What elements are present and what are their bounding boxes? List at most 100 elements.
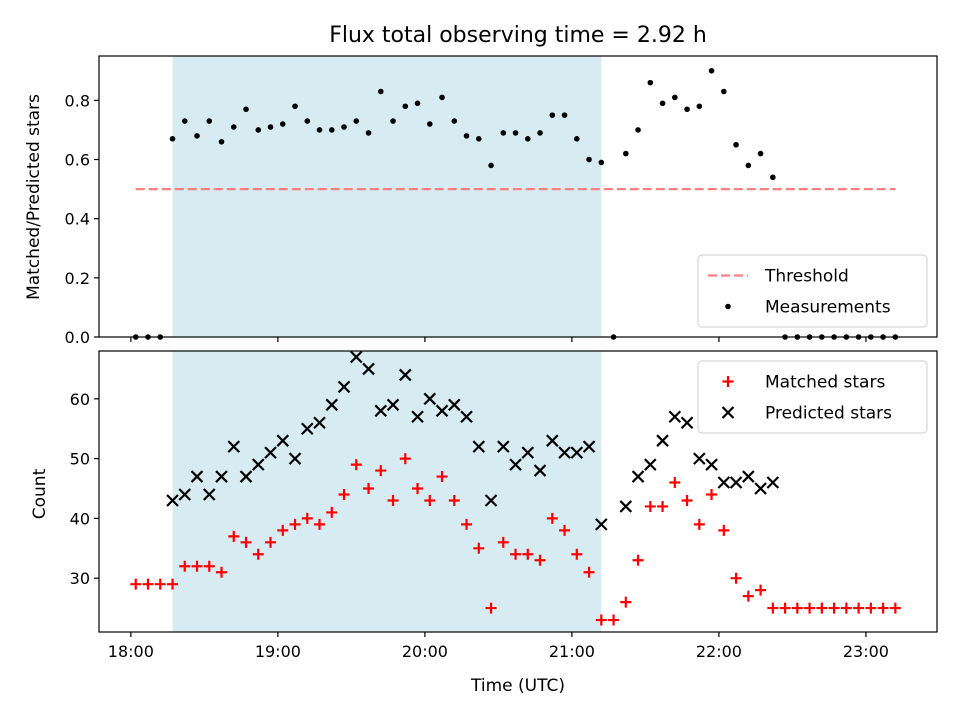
measurement-point	[206, 118, 213, 124]
measurement-point	[561, 112, 568, 118]
predicted-star-point	[570, 446, 584, 459]
x-tick-label: 20:00	[402, 642, 448, 661]
predicted-star-point	[411, 410, 424, 424]
x-axis-label: Time (UTC)	[470, 676, 565, 696]
matched-star-point	[252, 548, 264, 560]
legend-label: Threshold	[764, 267, 849, 287]
panel-frame	[98, 350, 938, 633]
matched-star-point	[338, 488, 350, 500]
predicted-star-point	[166, 494, 179, 507]
matched-star-point	[877, 602, 889, 614]
measurement-point	[316, 127, 323, 133]
predicted-star-point	[435, 404, 449, 418]
matched-star-point	[485, 602, 497, 614]
measurement-point	[451, 118, 458, 124]
y-tick-label: 40	[70, 509, 90, 528]
predicted-star-point	[693, 452, 706, 465]
measurement-point	[721, 88, 727, 95]
matched-star-point	[326, 506, 338, 518]
panel-frame	[98, 55, 938, 338]
measurement-point	[181, 118, 188, 124]
matched-star-point	[791, 602, 803, 614]
predicted-star-point	[325, 398, 339, 412]
measurement-point	[230, 124, 237, 130]
measurement-point	[463, 133, 470, 139]
matched-star-point	[632, 554, 644, 566]
measurement-point	[635, 127, 641, 133]
measurement-point	[733, 141, 739, 148]
predicted-star-point	[484, 494, 498, 507]
measurement-point	[169, 136, 176, 142]
matched-star-point	[203, 560, 215, 572]
matched-star-point	[142, 578, 154, 590]
predicted-star-point	[644, 458, 657, 471]
predicted-star-point	[631, 470, 645, 483]
predicted-star-point	[729, 476, 743, 489]
predicted-star-point	[399, 368, 412, 382]
predicted-star-point	[521, 446, 535, 459]
matched-star-point	[608, 614, 620, 626]
matched-star-point	[853, 602, 865, 614]
measurement-point	[390, 118, 396, 124]
matched-star-point	[546, 512, 558, 524]
predicted-star-point	[546, 434, 559, 447]
predicted-star-point	[619, 500, 633, 513]
series-matched-stars	[130, 453, 901, 626]
y-tick-label: 0.8	[65, 91, 90, 110]
matched-star-point	[240, 536, 252, 548]
x-tick-label: 19:00	[255, 642, 301, 661]
measurement-point	[525, 136, 531, 142]
matched-star-point	[399, 453, 411, 465]
legend-label: Measurements	[765, 298, 891, 318]
bottom-panel-y-label: Count	[30, 468, 50, 519]
x-tick-label: 21:00	[549, 642, 595, 661]
x-tick-label: 18:00	[108, 642, 154, 661]
matched-star-point	[693, 518, 705, 530]
matched-star-point	[277, 524, 289, 536]
series-predicted-stars	[166, 350, 780, 531]
matched-star-point	[730, 572, 742, 584]
matched-star-point	[583, 566, 595, 578]
y-tick-label: 50	[70, 450, 90, 469]
predicted-star-point	[754, 482, 767, 495]
matched-star-point	[522, 548, 534, 560]
matched-star-point	[644, 500, 656, 512]
legend-label: Matched stars	[765, 373, 885, 393]
predicted-star-point	[472, 440, 486, 453]
matched-star-point	[742, 590, 754, 602]
measurement-point	[402, 103, 409, 110]
matched-star-point	[865, 602, 877, 614]
x-tick-label: 23:00	[843, 642, 889, 661]
predicted-star-point	[374, 404, 388, 418]
matched-star-point	[130, 578, 142, 590]
measurement-point	[708, 67, 715, 74]
legend: Threshold Measurements	[697, 254, 928, 328]
matched-star-point	[706, 488, 718, 500]
measurement-point	[365, 130, 372, 136]
measurement-point	[267, 124, 274, 130]
matched-star-point	[154, 578, 166, 590]
predicted-star-point	[742, 470, 755, 483]
predicted-star-point	[239, 470, 253, 483]
measurement-point	[377, 88, 384, 95]
matched-star-point	[510, 548, 522, 560]
matched-star-point	[620, 596, 632, 608]
predicted-star-point	[509, 458, 522, 471]
measurement-point	[696, 103, 703, 110]
predicted-star-point	[190, 470, 204, 483]
ratio-panel: 0.0 0.2 0.4 0.6 0.8 Threshold Measurements	[65, 55, 938, 347]
measurement-point	[684, 106, 690, 113]
matched-star-point	[436, 471, 448, 483]
matched-star-point	[350, 459, 362, 471]
measurement-point	[218, 138, 225, 145]
predicted-star-point	[288, 452, 302, 465]
matched-star-point	[669, 477, 681, 489]
matched-star-point	[755, 584, 767, 596]
predicted-star-point	[276, 434, 290, 447]
measurement-point	[770, 174, 776, 181]
measurement-point	[549, 112, 556, 118]
measurement-point	[426, 121, 433, 127]
matched-star-point	[228, 530, 240, 542]
matched-star-point	[191, 560, 203, 572]
